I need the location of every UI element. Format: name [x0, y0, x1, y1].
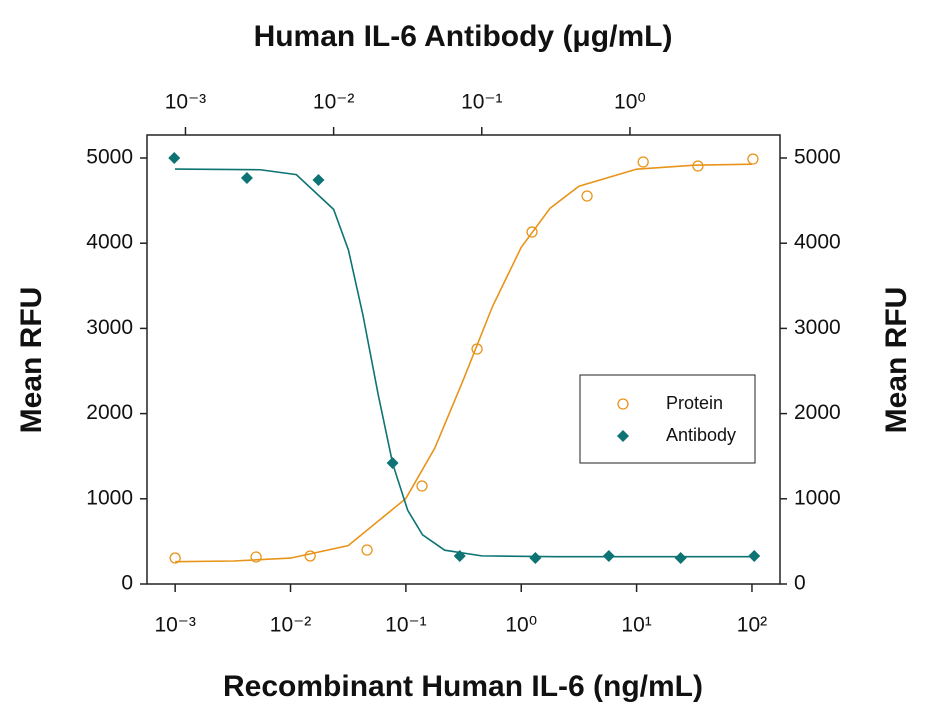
- data-point: [453, 549, 466, 562]
- legend-marker: [617, 430, 629, 442]
- y2-tick-label: 2000: [794, 401, 841, 424]
- y-tick-label: 1000: [86, 486, 133, 509]
- fit-curve: [175, 168, 755, 558]
- data-point: [526, 226, 538, 238]
- y2-tick-label: 1000: [794, 486, 841, 509]
- data-point: [674, 552, 687, 565]
- data-point: [312, 173, 325, 186]
- data-point: [581, 190, 593, 202]
- y2-tick-label: 5000: [794, 146, 841, 169]
- x2-axis-title: Human IL-6 Antibody (μg/mL): [254, 20, 673, 53]
- y-tick-label: 3000: [86, 316, 133, 339]
- data-point: [637, 156, 649, 168]
- x-tick-label: 10⁻¹: [385, 614, 426, 637]
- data-point: [602, 549, 615, 562]
- fit-curve: [175, 163, 752, 563]
- y-tick-label: 4000: [86, 231, 133, 254]
- y2-tick-label: 3000: [794, 316, 841, 339]
- legend-marker: [617, 398, 629, 410]
- x2-tick-label: 10⁻³: [165, 91, 206, 114]
- data-point: [250, 551, 262, 563]
- legend-label: Antibody: [666, 425, 736, 445]
- y-tick-label: 0: [121, 572, 133, 595]
- y-tick-label: 5000: [86, 146, 133, 169]
- x-tick-label: 10⁰: [505, 614, 537, 637]
- x2-tick-label: 10⁻¹: [461, 91, 502, 114]
- data-point: [240, 172, 253, 185]
- y2-tick-label: 0: [794, 572, 806, 595]
- x-tick-label: 10⁻³: [154, 614, 195, 637]
- data-point: [386, 457, 399, 470]
- x-axis-title: Recombinant Human IL-6 (ng/mL): [223, 670, 703, 703]
- legend-box: [579, 374, 756, 464]
- x2-tick-label: 10⁻²: [313, 91, 354, 114]
- data-point: [361, 544, 373, 556]
- x-tick-label: 10¹: [621, 614, 651, 637]
- data-point: [529, 552, 542, 565]
- data-point: [304, 550, 316, 562]
- data-point: [416, 480, 428, 492]
- y2-axis-title: Mean RFU: [880, 287, 913, 434]
- data-point: [692, 160, 704, 172]
- y-axis-title: Mean RFU: [15, 287, 48, 434]
- x2-tick-label: 10⁰: [614, 91, 646, 114]
- y2-tick-label: 4000: [794, 231, 841, 254]
- data-point: [748, 549, 761, 562]
- legend-label: Protein: [666, 393, 723, 413]
- data-point: [168, 152, 181, 165]
- x-tick-label: 10⁻²: [270, 614, 311, 637]
- plot-frame: [146, 134, 781, 585]
- data-point: [471, 343, 483, 355]
- data-point: [169, 552, 181, 564]
- x-tick-label: 10²: [737, 614, 767, 637]
- y-tick-label: 2000: [86, 401, 133, 424]
- data-point: [747, 153, 759, 165]
